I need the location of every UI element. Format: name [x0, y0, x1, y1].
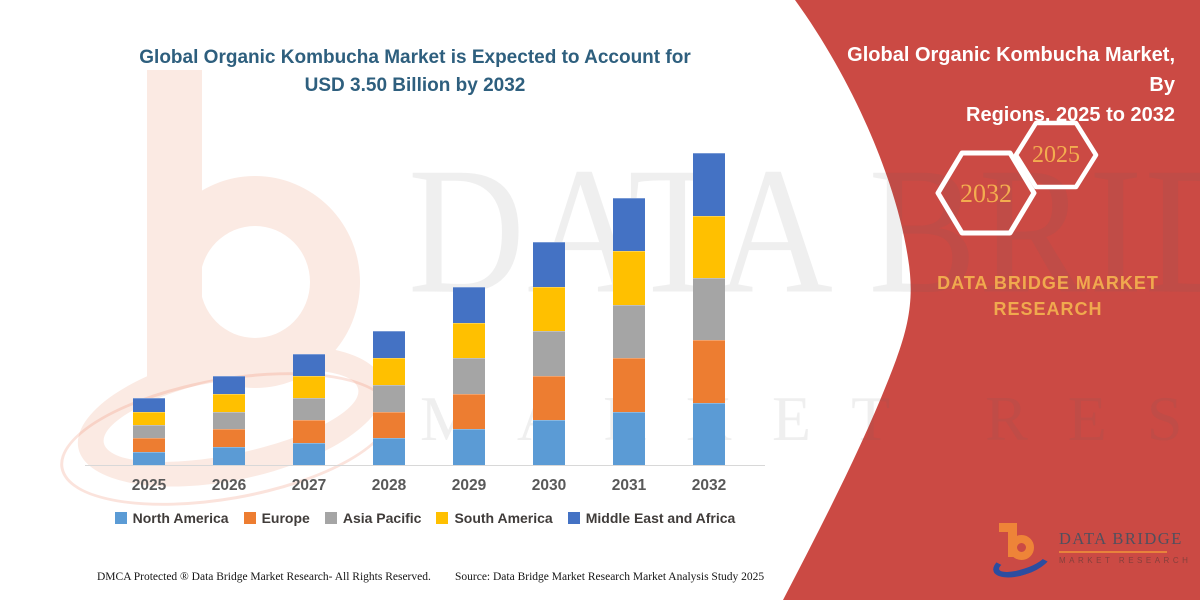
logo-b-icon [1009, 535, 1034, 560]
bar-segment [293, 398, 325, 421]
bar-segment [133, 411, 165, 425]
legend-label: Middle East and Africa [585, 510, 736, 526]
stacked-bar-2026 [213, 375, 245, 465]
bar-segment [373, 411, 405, 439]
bar-segment [533, 286, 565, 332]
chart-title-line1: Global Organic Kombucha Market is Expect… [139, 47, 691, 68]
stacked-bar-2030 [533, 242, 565, 465]
legend: North America Europe Asia Pacific South Ame… [85, 510, 765, 526]
legend-item: North America [114, 510, 229, 526]
side-panel-title-line2: Regions, 2025 to 2032 [966, 104, 1175, 126]
bar-segment [293, 375, 325, 399]
bar-segment [213, 411, 245, 430]
bar-segment [613, 304, 645, 359]
x-axis-label: 2030 [531, 477, 567, 494]
x-axis-label: 2026 [211, 477, 247, 494]
legend-label: South America [454, 510, 553, 526]
bar-segment [453, 393, 485, 430]
legend-swatch-icon [567, 512, 580, 524]
data-bridge-logo: DATA BRIDGE MARKET RESEARCH [989, 522, 1192, 584]
legend-item: Europe [243, 510, 310, 526]
bar-segment [693, 215, 725, 278]
x-axis-label: 2025 [131, 477, 167, 494]
legend-label: North America [132, 510, 229, 526]
x-axis-label: 2031 [611, 477, 647, 494]
bar-segment [133, 451, 165, 465]
bar-segment [613, 358, 645, 412]
side-panel-brand: DATA BRIDGE MARKET RESEARCH [920, 270, 1176, 322]
hexagon-badges [935, 120, 1099, 236]
logo-rule [1059, 551, 1167, 553]
legend-label: Asia Pacific [342, 510, 422, 526]
bar-segment [453, 358, 485, 394]
bar-segment [133, 438, 165, 452]
bar-segment [373, 358, 405, 385]
side-panel-title: Global Organic Kombucha Market, By Regio… [840, 40, 1175, 130]
bar-segment [133, 398, 165, 412]
bar-segment [453, 286, 485, 323]
bar-segment [613, 411, 645, 465]
x-axis-label: 2027 [291, 477, 327, 494]
x-axis-label: 2028 [371, 477, 407, 494]
bar-segment [373, 331, 405, 359]
bar-segment [613, 251, 645, 305]
legend-item: Asia Pacific [324, 510, 422, 526]
bar-segment [693, 153, 725, 216]
bar-segment [133, 424, 165, 439]
side-panel-title-line1: Global Organic Kombucha Market, By [847, 44, 1175, 96]
bar-segment [613, 197, 645, 252]
bar-segment [213, 429, 245, 448]
bar-segment [293, 442, 325, 465]
bar-segment [293, 353, 325, 376]
bar-segment [373, 384, 405, 412]
bar-segment [213, 393, 245, 412]
footer-source: Source: Data Bridge Market Research Mark… [455, 571, 765, 583]
x-axis-line [85, 465, 765, 466]
bar-segment [373, 438, 405, 465]
logo-b-icon [999, 523, 1010, 532]
stacked-bar-2027 [293, 353, 325, 465]
stacked-bar-2032 [693, 153, 725, 465]
legend-swatch-icon [243, 512, 256, 524]
hexagon-year-2032: 2032 [960, 179, 1012, 208]
x-axis-labels: 2025 2026 2027 2028 2029 2030 2031 2032 [85, 477, 765, 497]
side-panel-brand-line1: DATA BRIDGE MARKET [937, 273, 1159, 293]
footer-copyright: DMCA Protected ® Data Bridge Market Rese… [97, 571, 431, 583]
side-panel-brand-line2: RESEARCH [993, 299, 1103, 319]
x-axis-label: 2029 [451, 477, 487, 494]
stacked-bar-2025 [133, 398, 165, 465]
chart-title: Global Organic Kombucha Market is Expect… [95, 44, 735, 100]
bar-segment [453, 322, 485, 359]
bar-segment [293, 420, 325, 443]
logo-name: DATA BRIDGE [1059, 529, 1183, 548]
bar-segment [213, 447, 245, 465]
legend-swatch-icon [114, 512, 127, 524]
plot-area [85, 140, 765, 466]
bar-segment [533, 331, 565, 376]
hexagon-year-2025: 2025 [1032, 142, 1080, 168]
legend-swatch-icon [436, 512, 449, 524]
legend-swatch-icon [324, 512, 337, 524]
stacked-bar-2028 [373, 331, 405, 465]
bar-segment [213, 375, 245, 394]
stacked-bar-2031 [613, 197, 645, 465]
bar-segment [453, 429, 485, 465]
bar-segment [693, 340, 725, 403]
stacked-bar-2029 [453, 286, 485, 465]
bar-segment [693, 277, 725, 341]
legend-item: South America [436, 510, 553, 526]
chart-title-line2: USD 3.50 Billion by 2032 [304, 75, 526, 96]
legend-item: Middle East and Africa [567, 510, 736, 526]
bar-segment [533, 375, 565, 421]
logo-text-block: DATA BRIDGE MARKET RESEARCH [1059, 529, 1192, 565]
legend-label: Europe [261, 510, 310, 526]
logo-subtitle: MARKET RESEARCH [1059, 556, 1192, 565]
bar-segment [693, 402, 725, 465]
x-axis-label: 2032 [691, 477, 727, 494]
bar-segment [533, 242, 565, 287]
bar-segment [533, 420, 565, 465]
